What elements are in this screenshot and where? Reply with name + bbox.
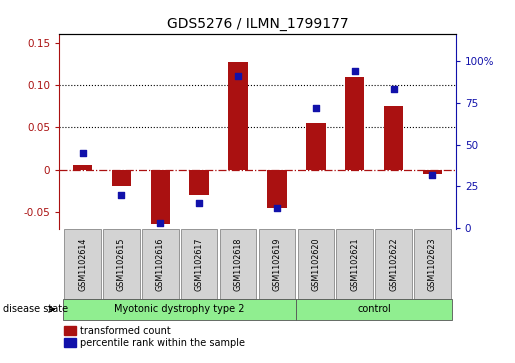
Text: disease state: disease state bbox=[3, 304, 67, 314]
FancyBboxPatch shape bbox=[336, 229, 373, 299]
Bar bbox=[112, 170, 131, 187]
Point bbox=[312, 105, 320, 111]
FancyBboxPatch shape bbox=[259, 229, 295, 299]
Text: GSM1102618: GSM1102618 bbox=[234, 237, 243, 291]
Bar bbox=[73, 166, 92, 170]
FancyBboxPatch shape bbox=[142, 229, 179, 299]
Point bbox=[234, 73, 242, 79]
Text: GSM1102621: GSM1102621 bbox=[350, 237, 359, 291]
FancyBboxPatch shape bbox=[298, 229, 334, 299]
FancyBboxPatch shape bbox=[296, 299, 452, 320]
Point bbox=[428, 172, 437, 178]
Bar bbox=[423, 170, 442, 174]
Text: percentile rank within the sample: percentile rank within the sample bbox=[80, 338, 245, 348]
FancyBboxPatch shape bbox=[103, 229, 140, 299]
Bar bbox=[228, 61, 248, 170]
Point bbox=[195, 200, 203, 206]
FancyBboxPatch shape bbox=[64, 229, 101, 299]
Text: transformed count: transformed count bbox=[80, 326, 170, 336]
FancyBboxPatch shape bbox=[220, 229, 256, 299]
Title: GDS5276 / ILMN_1799177: GDS5276 / ILMN_1799177 bbox=[167, 17, 348, 31]
Text: GSM1102623: GSM1102623 bbox=[428, 237, 437, 291]
Bar bbox=[384, 106, 403, 170]
FancyBboxPatch shape bbox=[63, 299, 296, 320]
Bar bbox=[267, 170, 287, 208]
Point bbox=[351, 68, 359, 74]
Point bbox=[156, 220, 164, 226]
Point bbox=[273, 205, 281, 211]
Text: GSM1102619: GSM1102619 bbox=[272, 237, 281, 291]
Point bbox=[389, 87, 398, 93]
Text: GSM1102622: GSM1102622 bbox=[389, 237, 398, 291]
Bar bbox=[345, 77, 365, 170]
FancyBboxPatch shape bbox=[181, 229, 217, 299]
FancyBboxPatch shape bbox=[375, 229, 412, 299]
FancyBboxPatch shape bbox=[414, 229, 451, 299]
Point bbox=[78, 150, 87, 156]
Bar bbox=[150, 170, 170, 224]
Text: GSM1102615: GSM1102615 bbox=[117, 237, 126, 291]
Text: Myotonic dystrophy type 2: Myotonic dystrophy type 2 bbox=[114, 304, 245, 314]
Text: GSM1102617: GSM1102617 bbox=[195, 237, 204, 291]
Point bbox=[117, 192, 126, 197]
Text: control: control bbox=[357, 304, 391, 314]
Bar bbox=[306, 123, 325, 170]
Text: GSM1102616: GSM1102616 bbox=[156, 237, 165, 291]
Bar bbox=[190, 170, 209, 195]
Text: GSM1102614: GSM1102614 bbox=[78, 237, 87, 291]
Text: GSM1102620: GSM1102620 bbox=[311, 237, 320, 291]
